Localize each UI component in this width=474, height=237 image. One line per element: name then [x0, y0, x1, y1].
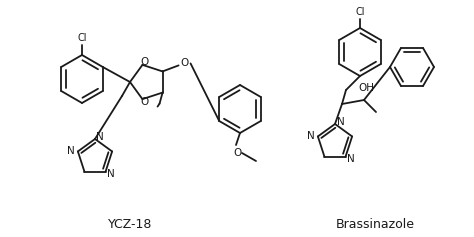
Text: N: N [107, 169, 114, 178]
Text: OH: OH [358, 83, 374, 93]
Text: O: O [234, 148, 242, 158]
Text: N: N [96, 132, 104, 142]
Text: YCZ-18: YCZ-18 [108, 219, 152, 232]
Text: Brassinazole: Brassinazole [336, 219, 414, 232]
Text: Cl: Cl [355, 7, 365, 17]
Text: O: O [140, 57, 148, 67]
Text: O: O [140, 97, 148, 107]
Text: O: O [181, 58, 189, 68]
Text: N: N [337, 117, 345, 127]
Text: N: N [307, 132, 315, 141]
Text: N: N [67, 146, 75, 156]
Text: Cl: Cl [77, 33, 87, 43]
Text: N: N [346, 154, 355, 164]
